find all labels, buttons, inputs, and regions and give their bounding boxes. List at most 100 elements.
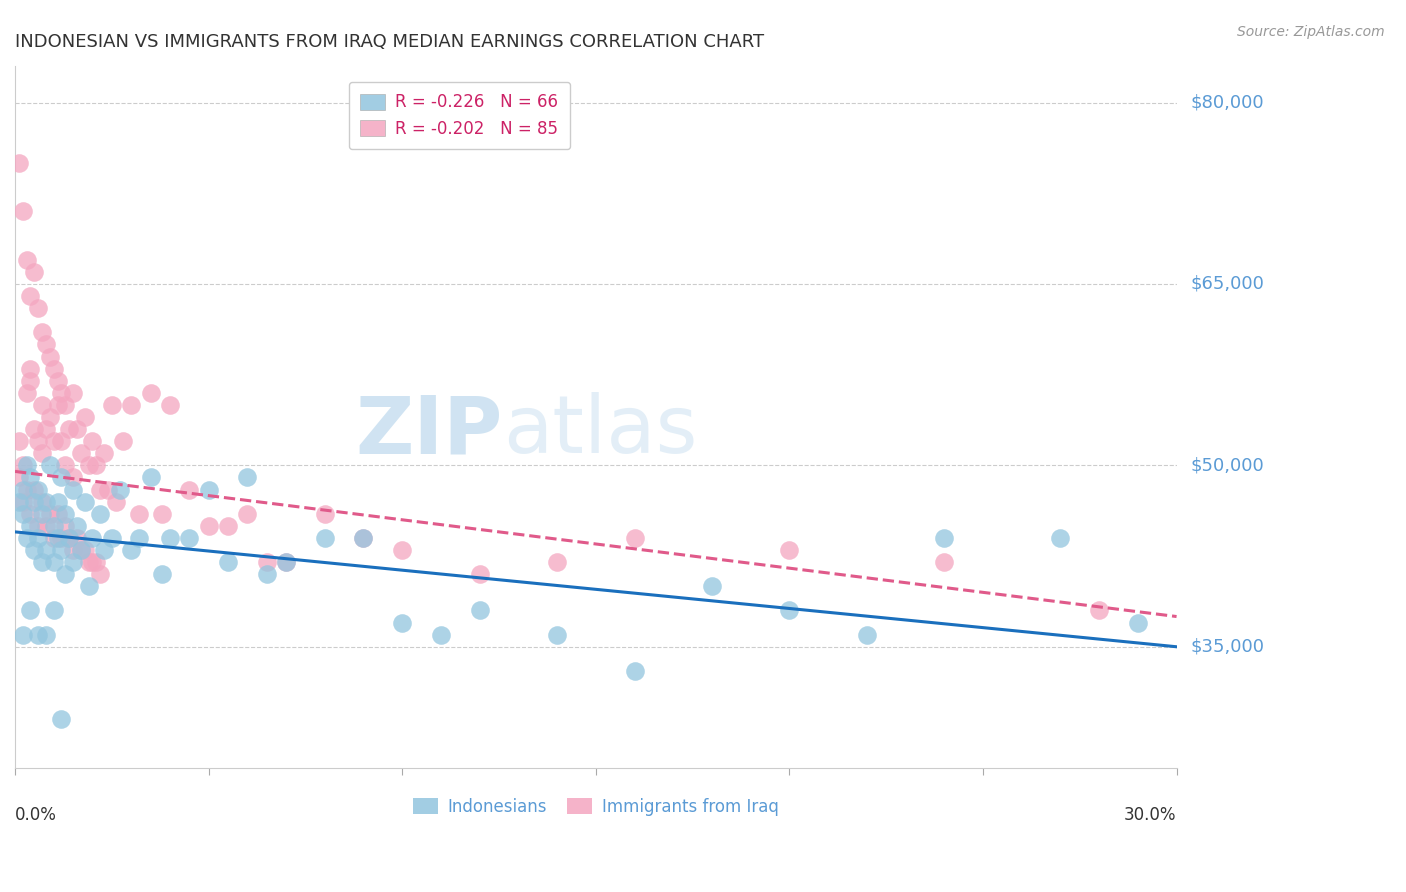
Point — [236, 507, 259, 521]
Point — [20, 519, 42, 533]
Point — [46, 374, 69, 388]
Point — [197, 483, 219, 497]
Point — [73, 543, 96, 558]
Point — [11, 204, 34, 219]
Point — [11, 458, 34, 473]
Text: $35,000: $35,000 — [1191, 638, 1264, 656]
Point — [35, 628, 58, 642]
Point — [27, 483, 49, 497]
Point — [62, 543, 84, 558]
Point — [391, 543, 413, 558]
Point — [128, 531, 150, 545]
Point — [7, 156, 30, 170]
Point — [7, 494, 30, 508]
Point — [7, 434, 30, 449]
Point — [35, 519, 58, 533]
Point — [120, 398, 142, 412]
Point — [934, 555, 956, 569]
Point — [353, 531, 375, 545]
Point — [84, 555, 107, 569]
Text: $65,000: $65,000 — [1191, 275, 1264, 293]
Point — [62, 470, 84, 484]
Point — [20, 361, 42, 376]
Point — [101, 398, 124, 412]
Point — [353, 531, 375, 545]
Point — [159, 398, 181, 412]
Point — [112, 434, 135, 449]
Point — [93, 446, 115, 460]
Point — [150, 507, 173, 521]
Point — [108, 483, 131, 497]
Point — [468, 567, 491, 582]
Point — [700, 579, 723, 593]
Point — [42, 555, 65, 569]
Point — [89, 567, 111, 582]
Point — [58, 422, 80, 436]
Point — [82, 434, 104, 449]
Point — [197, 519, 219, 533]
Point — [51, 385, 73, 400]
Point — [15, 252, 38, 267]
Point — [53, 567, 76, 582]
Point — [51, 712, 73, 726]
Point — [27, 519, 49, 533]
Point — [38, 507, 60, 521]
Point — [11, 628, 34, 642]
Point — [27, 434, 49, 449]
Point — [51, 531, 73, 545]
Point — [139, 470, 162, 484]
Text: $50,000: $50,000 — [1191, 457, 1264, 475]
Point — [15, 531, 38, 545]
Point — [35, 494, 58, 508]
Point — [15, 483, 38, 497]
Point — [20, 470, 42, 484]
Point — [77, 458, 100, 473]
Point — [623, 664, 645, 678]
Point — [856, 628, 879, 642]
Point — [179, 531, 201, 545]
Point — [22, 265, 45, 279]
Point — [46, 494, 69, 508]
Text: INDONESIAN VS IMMIGRANTS FROM IRAQ MEDIAN EARNINGS CORRELATION CHART: INDONESIAN VS IMMIGRANTS FROM IRAQ MEDIA… — [15, 33, 763, 51]
Point — [73, 409, 96, 424]
Point — [120, 543, 142, 558]
Point — [42, 531, 65, 545]
Point — [77, 555, 100, 569]
Point — [77, 579, 100, 593]
Point — [62, 483, 84, 497]
Point — [27, 301, 49, 315]
Point — [82, 555, 104, 569]
Point — [46, 531, 69, 545]
Point — [53, 458, 76, 473]
Point — [51, 434, 73, 449]
Point — [20, 289, 42, 303]
Point — [20, 374, 42, 388]
Point — [42, 434, 65, 449]
Point — [42, 519, 65, 533]
Text: 0.0%: 0.0% — [15, 806, 56, 824]
Point — [84, 458, 107, 473]
Point — [62, 385, 84, 400]
Point — [38, 409, 60, 424]
Point — [7, 470, 30, 484]
Point — [128, 507, 150, 521]
Point — [391, 615, 413, 630]
Point — [468, 603, 491, 617]
Text: ZIP: ZIP — [356, 392, 503, 470]
Point — [35, 543, 58, 558]
Point — [42, 361, 65, 376]
Text: Source: ZipAtlas.com: Source: ZipAtlas.com — [1237, 25, 1385, 39]
Point — [546, 628, 568, 642]
Point — [274, 555, 297, 569]
Point — [89, 507, 111, 521]
Point — [53, 507, 76, 521]
Point — [51, 470, 73, 484]
Point — [69, 543, 91, 558]
Point — [139, 385, 162, 400]
Point — [66, 519, 89, 533]
Point — [35, 337, 58, 351]
Point — [46, 398, 69, 412]
Point — [314, 507, 336, 521]
Point — [42, 603, 65, 617]
Point — [274, 555, 297, 569]
